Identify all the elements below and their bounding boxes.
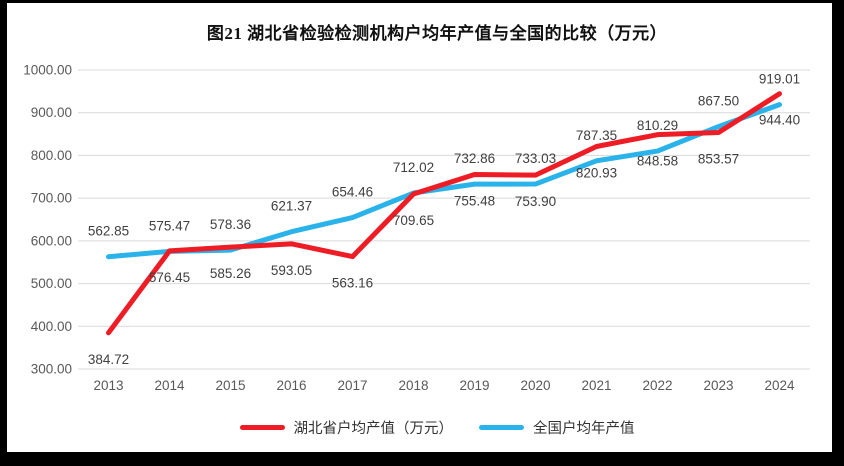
- y-axis-tick-label: 900.00: [31, 105, 72, 120]
- national-data-label: 733.03: [515, 151, 556, 166]
- national-data-label: 712.02: [393, 160, 434, 175]
- chart-title: 图21 湖北省检验检测机构户均年产值与全国的比较（万元）: [206, 24, 668, 43]
- hubei-data-label: 755.48: [454, 193, 495, 208]
- y-axis-tick-label: 800.00: [31, 148, 72, 163]
- x-axis-tick-label: 2016: [276, 378, 306, 393]
- y-axis-tick-label: 300.00: [31, 362, 72, 377]
- y-axis-tick-label: 600.00: [31, 233, 72, 248]
- y-axis-tick-label: 700.00: [31, 191, 72, 206]
- y-axis-tick-label: 500.00: [31, 276, 72, 291]
- national-data-label: 810.29: [637, 118, 678, 133]
- x-axis-tick-label: 2018: [398, 378, 428, 393]
- x-axis-tick-label: 2019: [459, 378, 489, 393]
- national-data-label: 575.47: [149, 218, 190, 233]
- x-axis-tick-label: 2014: [154, 378, 185, 393]
- hubei-data-label: 848.58: [637, 154, 678, 169]
- hubei-data-label: 384.72: [88, 352, 129, 367]
- hubei-data-label: 944.40: [759, 113, 800, 128]
- hubei-data-label: 593.05: [271, 263, 312, 278]
- hubei-series-swatch-icon: [239, 424, 285, 430]
- x-axis-tick-label: 2021: [581, 378, 611, 393]
- legend: 湖北省户均产值（万元） 全国户均年产值: [71, 416, 803, 438]
- hubei-series-line: [106, 91, 782, 336]
- national-data-label: 578.36: [210, 217, 251, 232]
- national-data-label: 654.46: [332, 185, 373, 200]
- hubei-data-label: 709.65: [393, 213, 434, 228]
- y-axis-tick-label: 400.00: [31, 319, 72, 334]
- legend-label-national: 全国户均年产值: [533, 420, 635, 437]
- national-data-label: 732.86: [454, 151, 495, 166]
- legend-label-hubei: 湖北省户均产值（万元）: [293, 420, 454, 437]
- x-axis-tick-label: 2013: [93, 378, 123, 393]
- national-data-label: 867.50: [698, 94, 739, 109]
- legend-item-hubei: 湖北省户均产值（万元）: [239, 417, 454, 438]
- hubei-data-label: 753.90: [515, 194, 556, 209]
- national-data-label: 562.85: [88, 224, 129, 239]
- hubei-data-label: 576.45: [149, 270, 190, 285]
- y-axis-tick-label: 1000.00: [23, 63, 72, 78]
- legend-item-national: 全国户均年产值: [479, 417, 635, 438]
- national-data-label: 787.35: [576, 128, 617, 143]
- hubei-data-label: 585.26: [210, 266, 251, 281]
- national-data-label: 621.37: [271, 199, 312, 214]
- x-axis-tick-label: 2015: [215, 378, 245, 393]
- x-axis-tick-label: 2020: [520, 378, 550, 393]
- national-series-line: [106, 102, 782, 260]
- national-data-label: 919.01: [759, 72, 800, 87]
- x-axis-tick-label: 2023: [703, 378, 733, 393]
- hubei-data-label: 820.93: [576, 165, 617, 180]
- x-axis-tick-label: 2024: [764, 378, 795, 393]
- hubei-data-label: 853.57: [698, 152, 739, 167]
- hubei-data-label: 563.16: [332, 276, 373, 291]
- x-axis-tick-label: 2022: [642, 378, 672, 393]
- x-axis-tick-label: 2017: [337, 378, 367, 393]
- chart-canvas: 图21 湖北省检验检测机构户均年产值与全国的比较（万元） 300.00 400.0…: [7, 3, 832, 452]
- national-series-swatch-icon: [479, 424, 524, 430]
